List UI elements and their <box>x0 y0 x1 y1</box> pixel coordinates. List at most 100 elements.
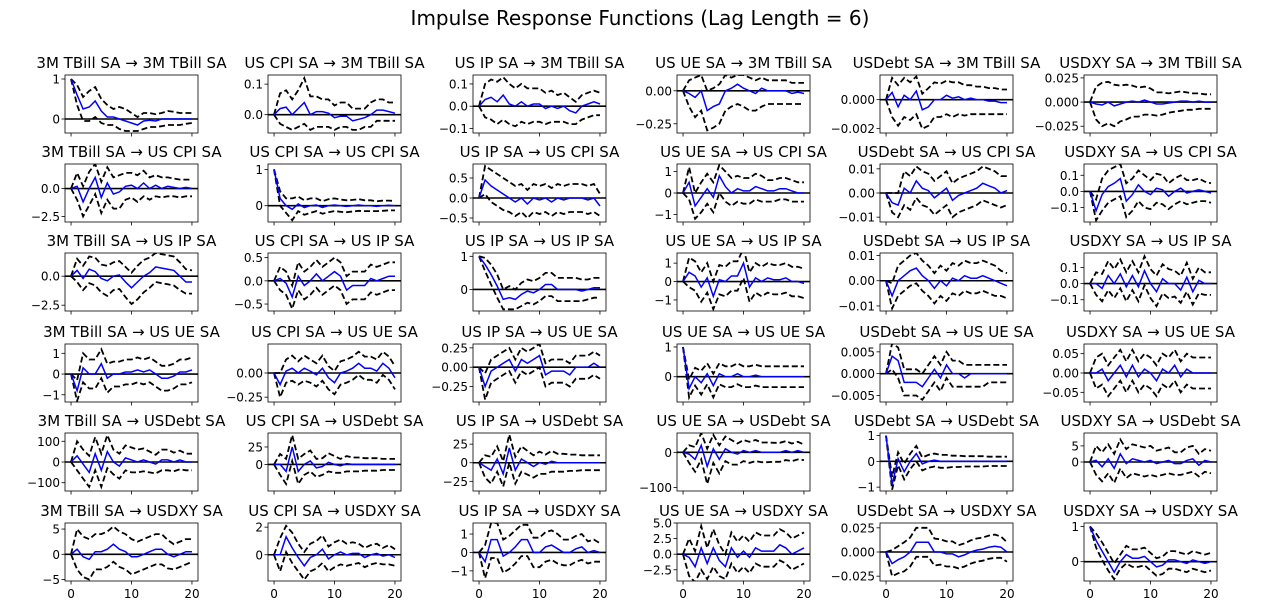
y-tick-label: −0.5 <box>234 298 263 312</box>
upper-band-line <box>1089 347 1211 374</box>
response-line <box>70 175 193 204</box>
irf-panel: US UE SA → US CPI SA −1 0 1 <box>654 143 828 226</box>
irf-panel: US CPI SA → 3M TBill SA 0.0 0.1 <box>244 54 425 137</box>
y-tick-label: 0.0 <box>449 192 468 206</box>
lower-band-line <box>70 553 193 581</box>
irf-panel: USDebt SA → US CPI SA −0.01 0.00 0.01 <box>838 143 1036 226</box>
plot-area <box>65 347 198 402</box>
x-tick-label: 0 <box>679 587 687 601</box>
upper-band-line <box>70 347 193 383</box>
y-tick-label: 1 <box>664 257 672 271</box>
y-tick-label: 0.000 <box>841 93 875 107</box>
response-line <box>885 354 1007 388</box>
panel-title: US IP SA → US IP SA <box>465 232 615 250</box>
panel-title: US UE SA → USDebt SA <box>656 412 831 430</box>
y-tick-label: −0.25 <box>226 391 263 405</box>
response-line <box>885 267 1008 298</box>
x-tick-label: 0 <box>475 587 483 601</box>
panel-title: 3M TBill SA → USDXY SA <box>40 502 223 520</box>
lower-band-line <box>885 368 1007 402</box>
y-tick-label: 0.1 <box>1060 169 1079 183</box>
y-tick-label: 0 <box>255 458 263 472</box>
panel-title: US CPI SA → USDXY SA <box>248 502 421 520</box>
upper-band-line <box>682 164 804 196</box>
y-tick-label: −100 <box>639 481 672 495</box>
lower-band-line <box>885 192 1008 219</box>
irf-panel: 3M TBill SA → US CPI SA −2.5 0.0 <box>31 143 222 226</box>
upper-band-line <box>70 78 192 119</box>
y-tick-label: 0 <box>255 548 263 562</box>
y-tick-label: −0.1 <box>1050 201 1079 215</box>
lower-band-line <box>682 553 805 581</box>
lower-band-line <box>70 373 193 402</box>
y-tick-label: 100 <box>37 435 60 449</box>
panel-title: US CPI SA → US IP SA <box>255 232 415 250</box>
upper-band-line <box>273 75 395 115</box>
irf-panel: US UE SA → USDebt SA −100 0 <box>639 412 831 495</box>
irf-panel: USDXY SA → US IP SA −0.1 0.0 0.1 <box>1050 232 1232 315</box>
response-line <box>1089 526 1212 574</box>
x-tick-label: 10 <box>939 587 954 601</box>
y-tick-label: 0.0 <box>41 182 60 196</box>
y-tick-label: −0.25 <box>635 117 672 131</box>
irf-panel: USDebt SA → USDebt SA −1 0 1 <box>854 412 1040 495</box>
y-tick-label: −0.005 <box>831 389 875 403</box>
x-tick-label: 20 <box>184 587 199 601</box>
upper-band-line <box>1089 437 1212 463</box>
y-tick-label: 0 <box>867 455 875 469</box>
panel-title: USDebt SA → US UE SA <box>859 323 1034 341</box>
lower-band-line <box>885 551 1008 578</box>
y-tick-label: −1 <box>654 208 672 222</box>
y-tick-label: 5 <box>52 523 60 537</box>
lower-band-line <box>478 459 600 490</box>
lower-band-line <box>682 90 804 132</box>
response-line <box>885 435 1007 485</box>
response-line <box>274 446 395 473</box>
upper-band-line <box>478 434 600 465</box>
response-line <box>273 101 396 122</box>
y-tick-label: 0 <box>664 370 672 384</box>
irf-panel: 3M TBill SA → US UE SA −1 0 1 <box>42 323 221 406</box>
irf-panel: US UE SA → USDXY SA −2.50.0 2.55.0 0 10 20 <box>643 502 829 601</box>
y-tick-label: 25 <box>453 438 468 452</box>
y-tick-label: −0.01 <box>838 211 875 225</box>
plot-area <box>268 75 401 131</box>
panel-title: US IP SA → US UE SA <box>461 323 618 341</box>
y-tick-label: 1 <box>664 165 672 179</box>
plot-area <box>473 434 606 490</box>
panel-title: 3M TBill SA → US UE SA <box>43 323 220 341</box>
response-line <box>273 362 396 387</box>
plot-area <box>880 253 1013 311</box>
irf-panel: USDXY SA → US CPI SA −0.1 0.0 0.1 <box>1050 143 1237 226</box>
y-tick-label: −100 <box>27 476 60 490</box>
irf-panel: US IP SA → US UE SA −0.25 0.00 0.25 <box>431 323 618 406</box>
lower-band-line <box>273 114 395 131</box>
panel-frame <box>267 522 402 582</box>
y-tick-label: 0 <box>664 446 672 460</box>
x-tick-label: 10 <box>1143 587 1158 601</box>
y-tick-label: 0 <box>1071 555 1079 569</box>
response-line <box>885 89 1007 111</box>
lower-band-line <box>70 78 193 132</box>
plot-area <box>473 344 606 402</box>
panel-frame <box>879 252 1014 312</box>
panel-title: US UE SA → USDXY SA <box>659 502 829 520</box>
response-line <box>70 449 192 475</box>
panel-frame <box>676 343 811 403</box>
y-tick-label: 2.5 <box>653 532 672 546</box>
panel-title: US IP SA → USDXY SA <box>459 502 622 520</box>
x-tick-label: 0 <box>67 587 75 601</box>
y-tick-label: 1 <box>664 340 672 354</box>
lower-band-line <box>273 372 396 401</box>
response-line <box>70 78 192 126</box>
x-tick-label: 10 <box>736 587 751 601</box>
lower-band-line <box>682 190 804 221</box>
y-tick-label: 5.0 <box>653 517 672 531</box>
irf-panel: US CPI SA → USDebt SA 0 25 <box>246 412 424 495</box>
x-tick-label: 20 <box>592 587 607 601</box>
y-tick-label: 0.5 <box>244 251 263 265</box>
panel-title: US UE SA → US IP SA <box>665 232 822 250</box>
figure-title: Impulse Response Functions (Lag Length =… <box>410 6 870 30</box>
plot-area <box>677 253 810 311</box>
